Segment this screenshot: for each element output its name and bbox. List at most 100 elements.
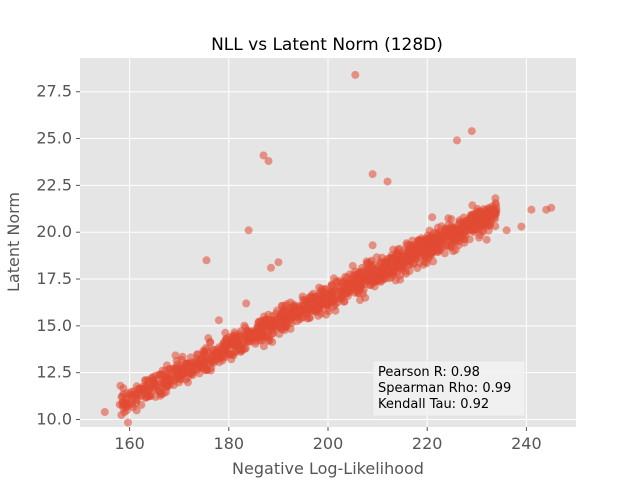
scatter-point (492, 207, 501, 216)
y-tick-label: 20.0 (36, 222, 72, 241)
scatter-point-outlier (267, 263, 275, 272)
scatter-point (353, 286, 362, 295)
data-points (100, 70, 556, 427)
x-tick-label: 220 (412, 434, 443, 453)
scatter-point (362, 273, 371, 282)
scatter-point-outlier (428, 213, 437, 222)
stats-kendall: Kendall Tau: 0.92 (378, 397, 489, 412)
y-axis-label: Latent Norm (4, 192, 23, 292)
y-tick-label: 25.0 (36, 129, 72, 148)
scatter-point (160, 378, 169, 387)
scatter-point (468, 201, 477, 210)
scatter-point (117, 411, 126, 419)
scatter-point (117, 393, 126, 402)
scatter-point-outlier (453, 136, 461, 145)
scatter-point-outlier (259, 151, 268, 160)
scatter-point (194, 357, 203, 366)
scatter-point-outlier (351, 70, 360, 79)
scatter-point (355, 275, 364, 284)
scatter-point-outlier (264, 157, 273, 165)
scatter-point (426, 239, 435, 247)
scatter-point-outlier (244, 226, 253, 235)
scatter-point-outlier (517, 222, 526, 231)
x-axis-label: Negative Log-Likelihood (232, 459, 424, 478)
scatter-point (342, 289, 351, 298)
scatter-point (257, 317, 266, 325)
scatter-point (420, 252, 429, 260)
scatter-point (276, 313, 285, 321)
scatter-point (268, 320, 276, 329)
scatter-point-outlier (482, 235, 491, 244)
scatter-point (124, 418, 132, 427)
scatter-point (222, 335, 231, 344)
scatter-point (290, 302, 299, 311)
scatter-point-outlier (502, 226, 511, 235)
scatter-point (419, 260, 428, 269)
scatter-point (265, 332, 274, 341)
scatter-point (235, 332, 244, 341)
scatter-point (478, 210, 487, 219)
scatter-point (259, 342, 268, 351)
scatter-point (409, 248, 418, 257)
scatter-point (433, 223, 442, 232)
scatter-point (201, 357, 210, 365)
x-tick-label: 180 (214, 434, 245, 453)
y-tick-label: 12.5 (36, 363, 72, 382)
chart-title: NLL vs Latent Norm (128D) (211, 35, 443, 55)
scatter-point (491, 199, 500, 208)
scatter-point (324, 307, 333, 316)
scatter-point-outlier (324, 293, 332, 302)
scatter-point-outlier (100, 408, 109, 416)
x-axis-ticks: 160 180 200 220 240 (114, 427, 542, 453)
scatter-point (389, 245, 398, 254)
scatter-point (256, 330, 265, 339)
scatter-point-outlier (214, 316, 223, 325)
scatter-point (436, 246, 445, 255)
scatter-point (396, 253, 405, 262)
scatter-point (210, 345, 218, 354)
scatter-point (185, 362, 194, 371)
scatter-point (442, 225, 451, 234)
scatter-point-outlier (527, 205, 536, 214)
scatter-point (230, 328, 239, 337)
scatter-point-outlier (304, 297, 313, 306)
scatter-point (123, 389, 132, 398)
y-tick-label: 22.5 (36, 175, 72, 194)
scatter-point (482, 217, 491, 226)
scatter-point (401, 267, 410, 276)
scatter-point (417, 235, 426, 244)
y-tick-label: 17.5 (36, 269, 72, 288)
stats-box (372, 360, 526, 417)
scatter-point-outlier (433, 235, 442, 244)
scatter-point (141, 377, 150, 385)
stats-annotation: Pearson R: 0.98 Spearman Rho: 0.99 Kenda… (372, 360, 526, 417)
scatter-point (370, 282, 379, 291)
stats-spearman: Spearman Rho: 0.99 (378, 381, 511, 396)
scatter-point (215, 353, 223, 362)
scatter-point (305, 304, 314, 312)
scatter-point (381, 259, 390, 268)
scatter-point (204, 334, 213, 343)
scatter-point (151, 392, 160, 401)
scatter-point (116, 381, 125, 390)
scatter-point (134, 385, 143, 393)
scatter-point (132, 399, 141, 408)
scatter-point-outlier (202, 256, 211, 265)
scatter-point (236, 342, 244, 351)
scatter-point (466, 218, 475, 227)
x-tick-label: 200 (313, 434, 344, 453)
scatter-point-outlier (242, 299, 251, 308)
scatter-point (241, 323, 250, 332)
scatter-point-outlier (383, 177, 392, 186)
scatter-point (183, 378, 192, 387)
scatter-point (200, 349, 209, 358)
scatter-point (476, 230, 485, 239)
scatter-point (132, 406, 141, 415)
scatter-point (454, 219, 463, 228)
scatter-point-outlier (368, 241, 377, 250)
scatter-point (388, 254, 397, 263)
scatter-point (177, 370, 186, 379)
scatter-point (166, 375, 175, 384)
scatter-point-outlier (368, 170, 377, 179)
